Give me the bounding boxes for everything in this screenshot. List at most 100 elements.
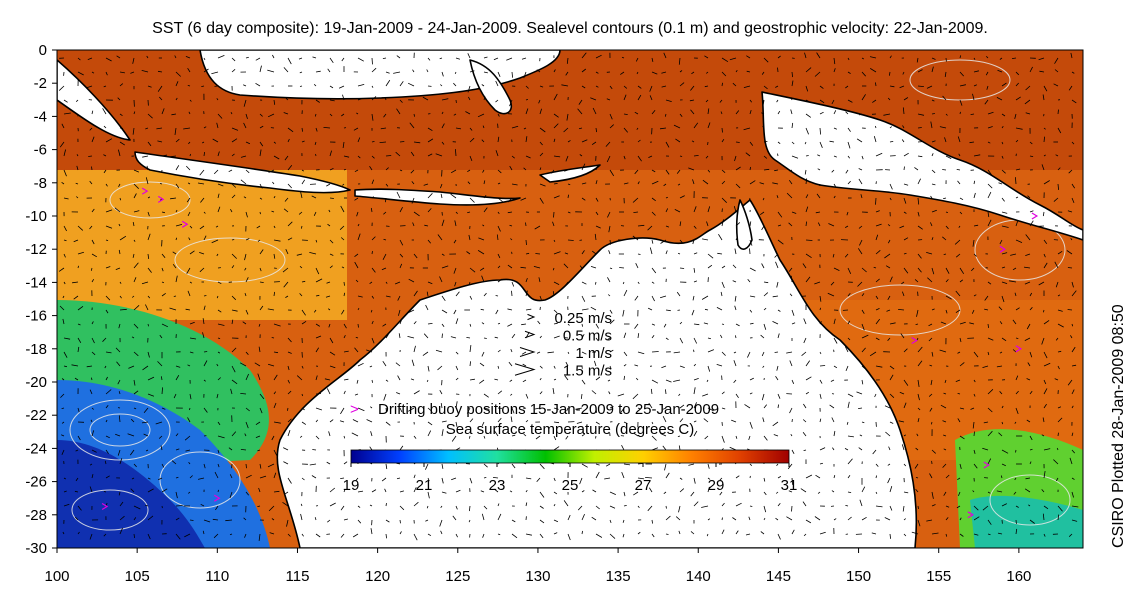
velocity-arrow [872,449,877,455]
velocity-arrow [259,125,264,129]
velocity-arrow [703,322,709,325]
velocity-arrow [521,323,527,326]
velocity-arrow [413,345,416,353]
velocity-arrow [521,351,527,355]
velocity-arrow [175,138,180,143]
velocity-arrow [609,519,612,524]
velocity-arrow [285,249,289,255]
velocity-arrow [77,337,82,344]
velocity-arrow [1029,141,1033,145]
velocity-arrow [340,205,345,213]
velocity-arrow [267,363,275,367]
velocity-arrow [357,155,361,159]
velocity-arrow [889,71,891,76]
velocity-arrow [553,93,558,101]
velocity-arrow [1071,389,1075,395]
velocity-arrow [847,458,853,465]
velocity-arrow [579,154,583,157]
velocity-arrow [231,347,237,353]
velocity-arrow [469,155,473,162]
velocity-arrow [617,393,625,397]
velocity-arrow [847,57,850,61]
velocity-arrow [315,533,321,538]
velocity-arrow [678,505,681,513]
velocity-arrow [595,127,597,133]
velocity-arrow [847,99,853,103]
buoy-marker [983,461,990,469]
velocity-arrow [693,430,698,437]
velocity-arrow [869,351,877,357]
velocity-arrow [287,57,292,65]
velocity-arrow [357,233,361,241]
velocity-arrow [145,127,149,130]
velocity-arrow [595,71,599,74]
velocity-arrow [591,141,597,146]
velocity-arrow [355,279,359,283]
velocity-arrow [147,253,150,259]
velocity-arrow [581,490,585,493]
velocity-arrow [565,435,569,440]
velocity-arrow [955,253,961,258]
velocity-arrow [844,253,849,258]
velocity-arrow [889,197,892,201]
velocity-arrow [648,487,653,493]
velocity-arrow [385,79,391,87]
velocity-arrow [213,533,219,539]
velocity-arrow [721,323,725,325]
velocity-arrow [371,379,373,383]
velocity-arrow [119,281,122,284]
velocity-arrow [1057,309,1063,312]
velocity-arrow [735,141,740,143]
velocity-arrow [441,420,447,423]
velocity-arrow [523,433,527,437]
velocity-arrow [875,308,880,311]
velocity-arrow [803,403,807,409]
velocity-arrow [187,364,191,367]
velocity-legend-arrow [527,313,536,321]
velocity-arrow [845,169,849,174]
velocity-arrow [188,111,191,115]
velocity-arrow [301,407,305,411]
velocity-arrow [133,277,137,283]
velocity-arrow [522,363,527,367]
velocity-arrow [595,54,602,59]
velocity-arrow [997,69,1003,73]
velocity-arrow [450,336,457,339]
y-axis-latitude: 0-2-4-6-8-10-12-14-16-18-20-22-24-26-28-… [25,42,57,557]
velocity-arrow [651,211,656,216]
velocity-arrow [869,68,877,73]
velocity-arrow [411,359,415,367]
velocity-arrow [1042,417,1045,423]
velocity-arrow [748,435,751,441]
velocity-arrow [371,320,374,325]
velocity-arrow [634,364,639,367]
velocity-arrow [1001,126,1004,129]
velocity-arrow [607,294,611,297]
velocity-arrow [819,99,825,104]
velocity-arrow [273,291,275,297]
velocity-arrow [75,516,79,521]
velocity-arrow [945,155,952,159]
velocity-arrow [327,308,331,311]
velocity-arrow [1057,183,1059,190]
velocity-arrow [427,533,432,537]
velocity-arrow [244,267,247,271]
colorbar-tick-label: 21 [416,477,433,494]
velocity-arrow [301,280,306,283]
velocity-arrow [720,334,723,339]
velocity-arrow [691,309,695,316]
velocity-arrow [147,267,152,273]
buoy-marker [1031,212,1039,220]
velocity-arrow [147,488,154,493]
velocity-arrow [509,490,513,493]
velocity-arrow [996,490,1003,493]
velocity-arrow [171,113,177,116]
velocity-arrow [805,519,812,524]
velocity-arrow [468,96,471,101]
velocity-arrow [662,445,667,451]
velocity-arrow [703,418,709,423]
velocity-arrow [931,237,934,241]
velocity-arrow [999,57,1003,60]
velocity-arrow [959,267,965,275]
velocity-arrow [791,477,793,485]
